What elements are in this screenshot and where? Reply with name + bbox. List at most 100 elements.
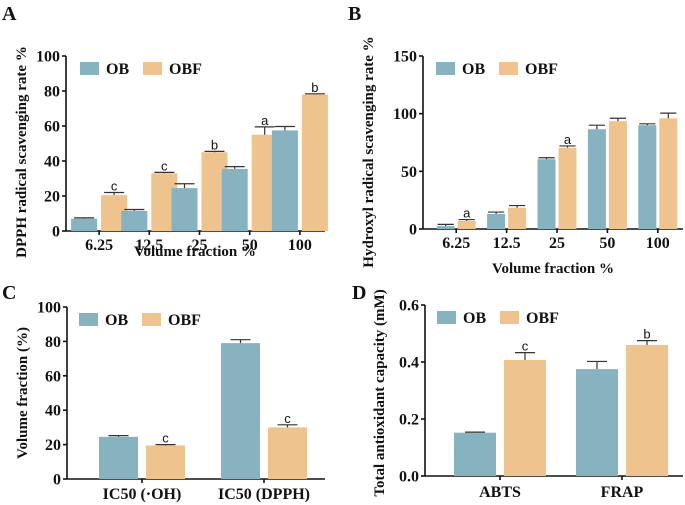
bar-ob	[576, 369, 618, 476]
y-tick-label: 0	[409, 222, 417, 239]
significance-label: b	[643, 327, 650, 342]
y-tick-label: 100	[393, 106, 417, 123]
bar-obf	[608, 121, 627, 229]
x-tick-label: 50	[242, 237, 258, 254]
x-tick-label: FRAP	[601, 484, 644, 501]
y-tick-label: 50	[401, 164, 417, 181]
y-tick-label: 0.2	[399, 412, 419, 429]
y-tick-label: 0	[53, 472, 61, 489]
significance-label: b	[211, 137, 218, 152]
y-tick-label: 80	[45, 334, 61, 351]
bar-obf	[626, 344, 668, 476]
legend-swatch-obf	[499, 62, 518, 75]
bar-ob	[436, 226, 455, 229]
y-tick-label: 0	[52, 224, 60, 241]
x-axis-title-b: Volume fraction %	[492, 261, 614, 277]
legend-swatch-ob	[437, 311, 456, 324]
significance-label: b	[311, 80, 318, 95]
legend-label-obf: OBF	[526, 310, 559, 327]
legend-swatch-ob	[79, 313, 98, 326]
bar-ob	[99, 436, 138, 479]
bar-obf	[146, 445, 185, 479]
bar-ob	[638, 125, 657, 229]
y-tick-label: 0.0	[399, 469, 419, 486]
x-tick-label: 12.5	[493, 235, 521, 252]
legend-label-ob: OB	[105, 312, 128, 329]
significance-label: c	[111, 179, 118, 194]
bar-obf	[558, 147, 577, 229]
panel-b: B Hydroxyl radical scavenging rate % Vol…	[348, 3, 683, 277]
legend-label-obf: OBF	[169, 61, 202, 78]
legend-swatch-ob	[436, 62, 455, 75]
x-tick-label: 100	[288, 237, 312, 254]
y-tick-label: 20	[45, 437, 61, 454]
x-tick-label: 6.25	[442, 235, 470, 252]
bar-ob	[221, 168, 248, 231]
significance-label: a	[564, 132, 572, 147]
y-tick-label: 40	[45, 403, 61, 420]
bar-ob	[121, 210, 148, 231]
y-tick-label: 0.6	[399, 298, 419, 315]
legend-label-ob: OB	[106, 61, 129, 78]
significance-label: c	[522, 339, 529, 354]
x-tick-label: IC50 (DPPH)	[218, 486, 310, 503]
x-tick-label: 50	[599, 235, 615, 252]
x-tick-label: 12.5	[135, 237, 163, 254]
bar-obf	[457, 220, 476, 229]
x-tick-label: 6.25	[85, 237, 113, 254]
bar-ob	[171, 188, 198, 231]
x-tick-label: 100	[646, 235, 670, 252]
legend-label-obf: OBF	[525, 61, 558, 78]
bar-ob	[537, 159, 556, 229]
significance-label: a	[261, 113, 269, 128]
y-tick-label: 0.4	[399, 355, 419, 372]
significance-label: c	[284, 411, 291, 426]
bar-ob	[454, 432, 496, 476]
y-tick-label: 60	[44, 119, 60, 136]
legend-swatch-obf	[500, 311, 519, 324]
panel-a: A DPPH radical scavenging rate % Volume …	[2, 3, 328, 260]
y-axis-title-d: Total antioxidant capacity (mM)	[372, 289, 388, 496]
x-axis-title-a: Volume fraction %	[134, 244, 256, 260]
y-tick-label: 80	[44, 84, 60, 101]
legend-swatch-ob	[80, 62, 99, 75]
bar-ob	[587, 129, 606, 229]
bar-obf	[268, 427, 307, 479]
bar-obf	[659, 118, 678, 229]
bar-obf	[508, 207, 527, 229]
y-tick-label: 150	[393, 49, 417, 66]
legend-label-ob: OB	[463, 310, 486, 327]
y-tick-label: 20	[44, 189, 60, 206]
bar-obf	[301, 94, 328, 231]
x-tick-label: 25	[549, 235, 565, 252]
y-axis-title-c: Volume fraction (%)	[15, 327, 31, 459]
x-tick-label: ABTS	[479, 484, 521, 501]
legend-label-ob: OB	[462, 61, 485, 78]
y-axis-title-b: Hydroxyl radical scavenging rate %	[361, 36, 377, 267]
legend-swatch-obf	[142, 313, 161, 326]
y-tick-label: 100	[36, 49, 60, 66]
panel-letter-a: A	[2, 3, 17, 25]
bar-ob	[221, 343, 260, 479]
bar-obf	[504, 360, 546, 476]
panel-letter-b: B	[348, 3, 361, 25]
x-tick-label: IC50 (·OH)	[103, 486, 182, 503]
bar-ob	[71, 218, 98, 231]
bar-ob	[487, 214, 506, 229]
y-axis-title-a: DPPH radical scavenging rate %	[14, 46, 30, 258]
legend-label-obf: OBF	[168, 312, 201, 329]
legend-swatch-obf	[143, 62, 162, 75]
y-tick-label: 60	[45, 368, 61, 385]
panel-letter-c: C	[2, 282, 16, 304]
significance-label: a	[463, 206, 471, 221]
x-tick-label: 25	[192, 237, 208, 254]
panel-d: D Total antioxidant capacity (mM) 0.0 0.2…	[352, 282, 683, 501]
significance-label: c	[161, 158, 168, 173]
bar-ob	[271, 130, 298, 231]
panel-c: C Volume fraction (%) 0 20 40 60 80 100 IC50 (…	[2, 282, 325, 503]
y-tick-label: 100	[37, 300, 61, 317]
y-tick-label: 40	[44, 154, 60, 171]
significance-label: c	[162, 431, 169, 446]
panel-letter-d: D	[352, 282, 366, 304]
